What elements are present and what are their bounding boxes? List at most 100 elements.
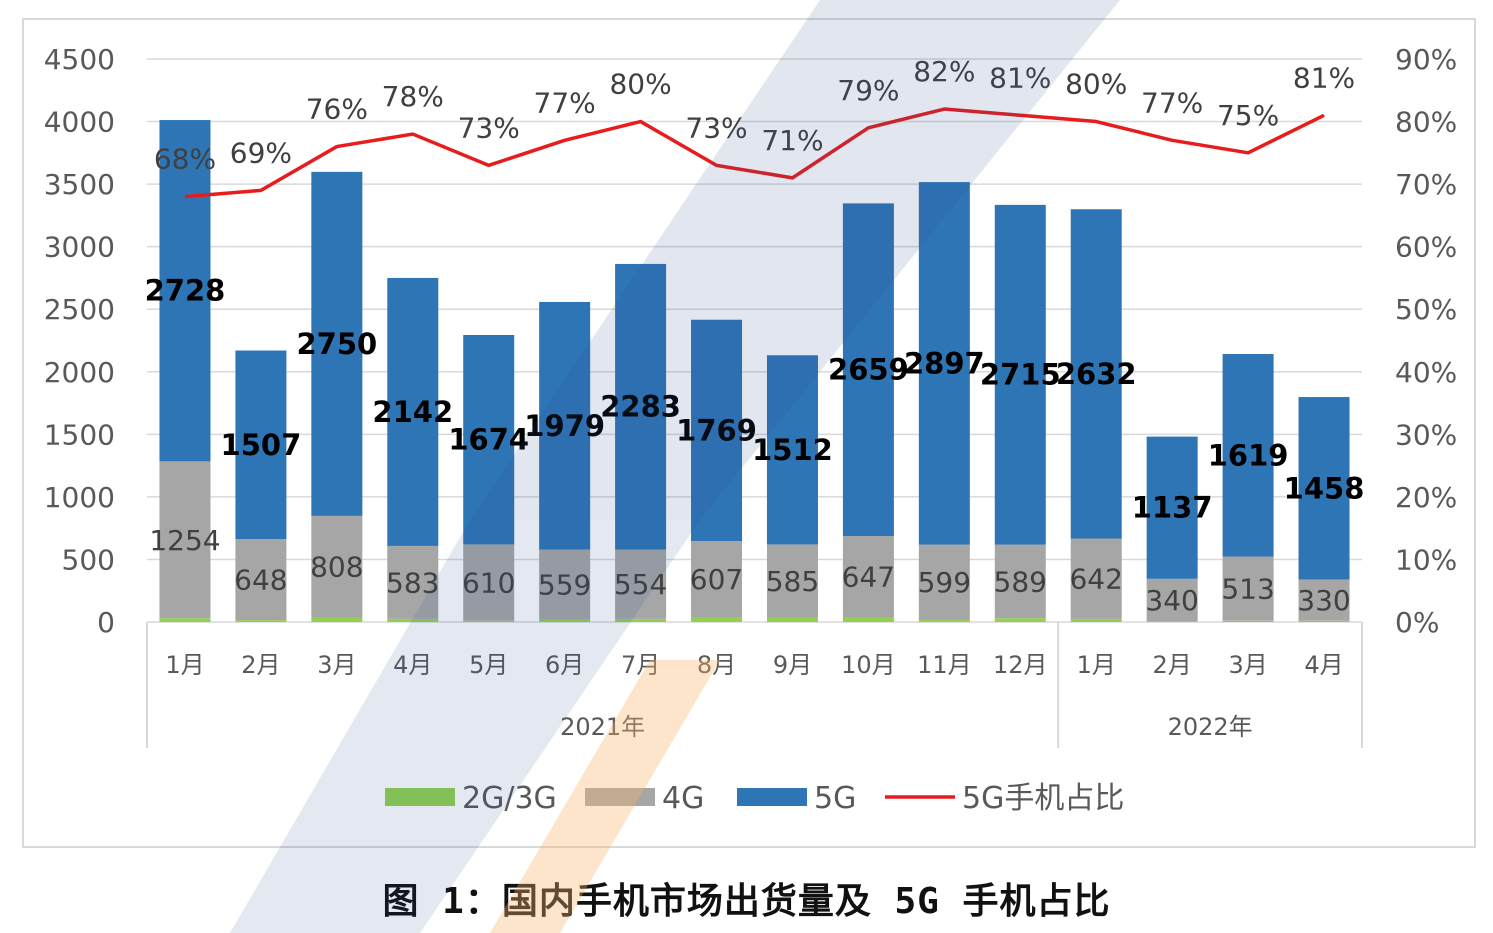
data-label-4g: 642 <box>1069 563 1122 596</box>
ratio-label: 81% <box>989 61 1051 94</box>
bar-4g <box>387 545 439 619</box>
data-label-4g: 808 <box>310 550 363 583</box>
data-label-5g: 2897 <box>904 346 985 380</box>
y-tick-label: 4500 <box>44 43 115 76</box>
legend-label: 5G手机占比 <box>962 781 1124 816</box>
bar-4g <box>159 461 211 619</box>
ratio-label: 71% <box>761 124 823 157</box>
x-tick-label: 9月 <box>773 651 812 679</box>
ratio-label: 78% <box>382 80 444 113</box>
bar-2g3g <box>842 616 894 622</box>
data-label-5g: 1507 <box>221 428 302 462</box>
y2-tick-label: 0% <box>1395 606 1439 639</box>
bar-4g <box>1222 556 1274 621</box>
bar-4g <box>539 549 591 620</box>
bar-2g3g <box>1146 621 1198 622</box>
bar-5g <box>918 182 970 545</box>
legend-swatch <box>585 788 655 806</box>
ratio-label: 75% <box>1217 99 1279 132</box>
x-tick-label: 1月 <box>1077 651 1116 679</box>
ratio-label: 79% <box>837 74 899 107</box>
data-label-5g: 1137 <box>1132 491 1213 525</box>
y2-tick-label: 30% <box>1395 418 1457 451</box>
data-label-4g: 610 <box>462 567 515 600</box>
ratio-label: 73% <box>458 111 520 144</box>
y-tick-label: 3000 <box>44 231 115 264</box>
bar-5g <box>387 277 439 546</box>
y-tick-label: 2000 <box>44 356 115 389</box>
bar-2g3g <box>159 618 211 622</box>
data-label-5g: 1512 <box>752 433 833 467</box>
bar-5g <box>1222 354 1274 557</box>
data-label-5g: 2728 <box>145 274 226 308</box>
data-label-4g: 585 <box>766 565 819 598</box>
data-label-5g: 2659 <box>828 353 909 387</box>
bar-5g <box>1070 209 1122 539</box>
y-tick-label: 1000 <box>44 481 115 514</box>
y2-tick-label: 40% <box>1395 356 1457 389</box>
legend-label: 2G/3G <box>462 781 557 816</box>
x-tick-label: 6月 <box>545 651 584 679</box>
y2-tick-label: 60% <box>1395 231 1457 264</box>
bar-5g <box>311 171 363 516</box>
ratio-label: 82% <box>913 55 975 88</box>
x-tick-label: 1月 <box>165 651 204 679</box>
bar-2g3g <box>1222 620 1274 622</box>
x-tick-label: 4月 <box>1304 651 1343 679</box>
bar-5g <box>691 319 743 542</box>
bar-5g <box>615 263 667 550</box>
data-label-4g: 647 <box>842 561 895 594</box>
bar-4g <box>994 544 1046 619</box>
x-tick-label: 8月 <box>697 651 736 679</box>
x-tick-label: 2月 <box>241 651 280 679</box>
y-tick-label: 500 <box>62 543 115 576</box>
y2-tick-label: 20% <box>1395 481 1457 514</box>
x-group-label: 2022年 <box>1168 713 1253 741</box>
data-label-5g: 2750 <box>296 327 377 361</box>
bar-4g <box>691 541 743 617</box>
x-tick-label: 12月 <box>993 651 1048 679</box>
bar-4g <box>1146 578 1198 622</box>
bar-5g <box>994 204 1046 545</box>
y-tick-label: 4000 <box>44 106 115 139</box>
bar-4g <box>311 515 363 617</box>
data-label-4g: 589 <box>994 565 1047 598</box>
data-label-4g: 583 <box>386 566 439 599</box>
ratio-line <box>184 107 1325 199</box>
bar-2g3g <box>1070 618 1122 622</box>
y-tick-label: 0 <box>97 606 115 639</box>
y-tick-label: 2500 <box>44 293 115 326</box>
bar-2g3g <box>615 618 667 622</box>
data-label-4g: 554 <box>614 568 667 601</box>
bar-2g3g <box>691 616 743 622</box>
bar-5g <box>766 355 818 545</box>
y2-tick-label: 80% <box>1395 106 1457 139</box>
bar-4g <box>235 539 287 621</box>
x-tick-label: 5月 <box>469 651 508 679</box>
x-tick-label: 10月 <box>841 651 896 679</box>
bar-4g <box>842 536 894 617</box>
ratio-label: 69% <box>230 136 292 169</box>
data-label-4g: 513 <box>1221 573 1274 606</box>
bar-2g3g <box>994 618 1046 622</box>
bar-4g <box>918 544 970 620</box>
ratio-label: 81% <box>1293 61 1355 94</box>
bar-2g3g <box>539 619 591 622</box>
data-label-4g: 559 <box>538 569 591 602</box>
x-group-label: 2021年 <box>560 713 645 741</box>
bar-5g <box>463 334 515 545</box>
data-label-4g: 330 <box>1297 584 1350 617</box>
bar-5g <box>159 120 211 462</box>
x-tick-label: 3月 <box>1228 651 1267 679</box>
data-label-4g: 1254 <box>149 524 220 557</box>
bar-2g3g <box>235 620 287 622</box>
data-label-5g: 2283 <box>600 390 681 424</box>
ratio-label: 77% <box>1141 86 1203 119</box>
ratio-label: 73% <box>685 111 747 144</box>
data-label-4g: 607 <box>690 563 743 596</box>
data-label-5g: 1979 <box>524 409 605 443</box>
data-label-4g: 340 <box>1145 584 1198 617</box>
ratio-label: 80% <box>1065 68 1127 101</box>
legend-swatch <box>385 788 455 806</box>
data-label-5g: 1769 <box>676 413 757 447</box>
